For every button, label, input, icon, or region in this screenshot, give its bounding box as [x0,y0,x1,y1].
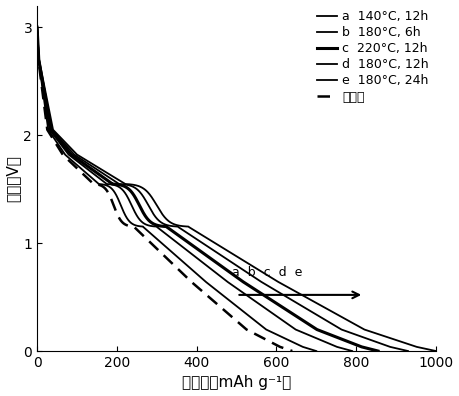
Y-axis label: 电压（V）: 电压（V） [6,155,21,202]
Text: a  b  c  d  e: a b c d e [233,266,303,279]
Legend: a  140°C, 12h, b  180°C, 6h, c  220°C, 12h, d  180°C, 12h, e  180°C, 24h, 对比例: a 140°C, 12h, b 180°C, 6h, c 220°C, 12h,… [312,5,434,109]
X-axis label: 比电容（mAh g⁻¹）: 比电容（mAh g⁻¹） [182,375,291,390]
